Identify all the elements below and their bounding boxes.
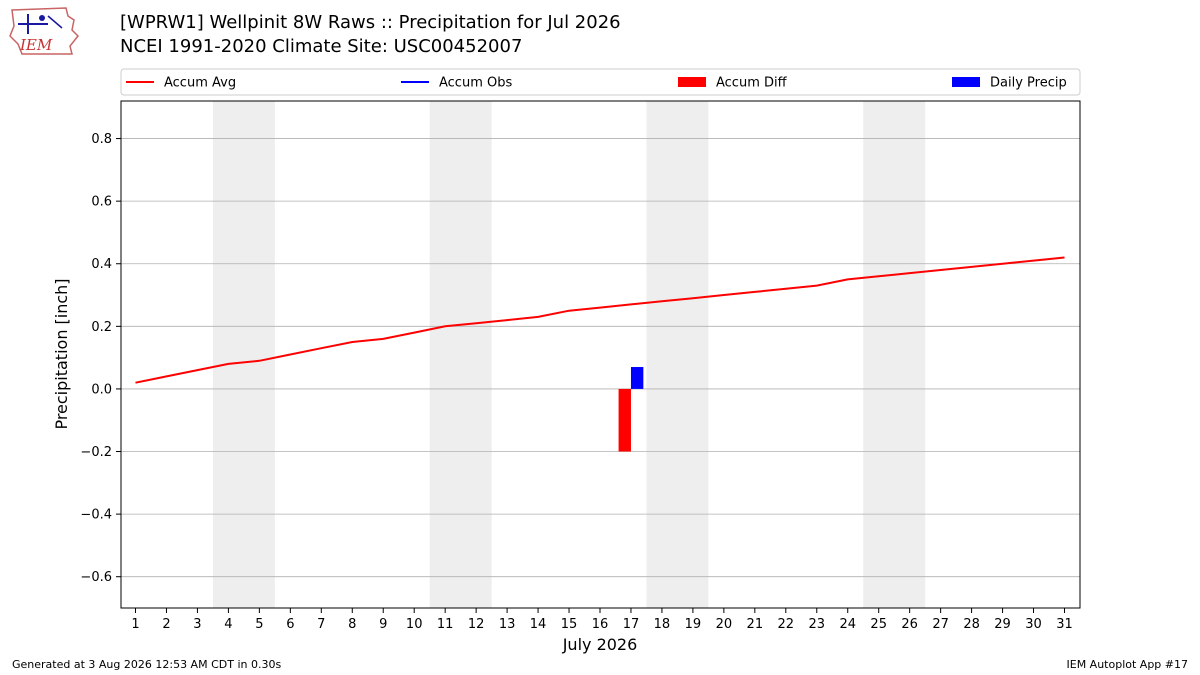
- line-series: [135, 256, 1065, 384]
- weekend-band-1: [429, 101, 492, 608]
- legend-box: [120, 68, 1081, 96]
- iem-logo: IEM: [8, 6, 80, 58]
- x-tick-label: 10: [406, 617, 423, 632]
- x-tick-label: 26: [901, 617, 918, 632]
- x-tick-label: 16: [592, 617, 609, 632]
- x-tick-label: 3: [193, 617, 201, 632]
- app-credit: IEM Autoplot App #17: [1066, 658, 1189, 671]
- x-tick-label: 4: [224, 617, 232, 632]
- x-tick-label: 25: [870, 617, 887, 632]
- x-tick-label: 31: [1056, 617, 1073, 632]
- x-tick-label: 17: [623, 617, 640, 632]
- legend-swatch-daily-precip: [952, 77, 980, 87]
- x-tick-label: 2: [162, 617, 170, 632]
- logo-text: IEM: [19, 36, 53, 54]
- legend-label-accum-avg: Accum Avg: [164, 76, 236, 91]
- x-tick-label: 24: [839, 617, 856, 632]
- weekend-band-3: [863, 101, 926, 608]
- x-tick-label: 21: [747, 617, 764, 632]
- x-tick-label: 13: [499, 617, 516, 632]
- accum-diff-bar: [618, 388, 631, 452]
- x-tick-label: 27: [932, 617, 949, 632]
- generated-timestamp: Generated at 3 Aug 2026 12:53 AM CDT in …: [12, 658, 282, 671]
- legend-label-accum-diff: Accum Diff: [716, 76, 788, 91]
- x-tick-label: 29: [994, 617, 1011, 632]
- chart-subtitle: NCEI 1991-2020 Climate Site: USC00452007: [120, 36, 523, 57]
- y-tick-label: −0.4: [80, 508, 112, 523]
- x-tick-label: 6: [286, 617, 294, 632]
- y-tick-label: −0.2: [80, 445, 112, 460]
- weekend-bands: [212, 101, 926, 608]
- weekend-band-0: [212, 101, 275, 608]
- daily-precip-bar: [630, 367, 644, 389]
- x-tick-label: 7: [317, 617, 325, 632]
- x-tick-label: 28: [963, 617, 980, 632]
- x-tick-label: 14: [530, 617, 547, 632]
- y-tick-label: 0.2: [91, 320, 112, 335]
- y-tick-label: 0.6: [91, 195, 112, 210]
- y-tick-label: 0.0: [91, 382, 112, 397]
- y-axis-ticks: −0.6 −0.4 −0.2 0.0 0.2 0.4 0.6 0.8: [80, 132, 121, 585]
- y-axis-label: Precipitation [inch]: [52, 278, 71, 429]
- weekend-band-2: [646, 101, 709, 608]
- x-tick-label: 22: [778, 617, 795, 632]
- x-tick-label: 23: [808, 617, 825, 632]
- accum-avg-line: [135, 256, 1065, 384]
- y-tick-label: 0.4: [91, 257, 112, 272]
- x-tick-label: 1: [131, 617, 139, 632]
- x-axis-ticks: 1 2 3 4 5 6 7 8 9 10 11 12 13 14 15 16 17 18 19 20 21 22 23 24 2…: [131, 608, 1073, 632]
- legend-label-accum-obs: Accum Obs: [439, 76, 512, 91]
- x-tick-label: 8: [348, 617, 356, 632]
- legend-swatch-accum-diff: [678, 77, 706, 87]
- x-tick-label: 30: [1025, 617, 1042, 632]
- legend-label-daily-precip: Daily Precip: [990, 76, 1067, 91]
- x-tick-label: 15: [561, 617, 578, 632]
- x-tick-label: 9: [379, 617, 387, 632]
- x-tick-label: 11: [437, 617, 454, 632]
- legend: Accum Avg Accum Obs Accum Diff Daily Precip: [120, 68, 1081, 96]
- y-tick-label: −0.6: [80, 570, 112, 585]
- x-tick-label: 5: [255, 617, 263, 632]
- chart-title: [WPRW1] Wellpinit 8W Raws :: Precipitati…: [120, 12, 621, 33]
- x-tick-label: 20: [716, 617, 733, 632]
- x-axis-label: July 2026: [562, 635, 638, 654]
- x-tick-label: 18: [654, 617, 671, 632]
- grid-lines: [121, 138, 1080, 578]
- bar-series: [618, 367, 644, 452]
- x-tick-label: 19: [685, 617, 702, 632]
- y-tick-label: 0.8: [91, 132, 112, 147]
- x-tick-label: 12: [468, 617, 485, 632]
